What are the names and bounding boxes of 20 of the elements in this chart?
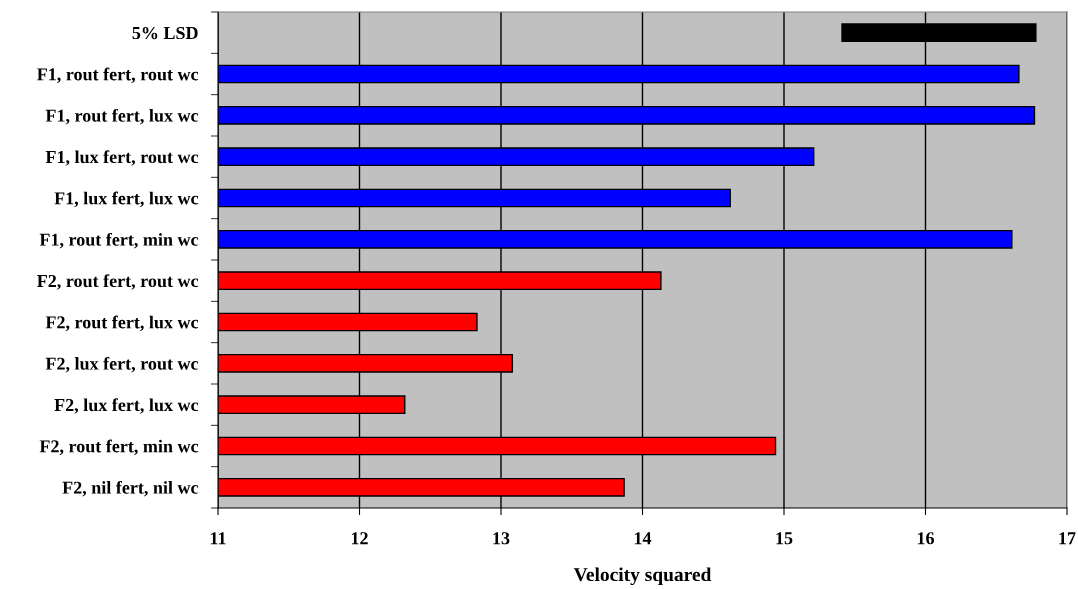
y-tick-label: F2, lux fert, rout wc [45, 356, 199, 373]
x-tick-label: 17 [1059, 532, 1076, 545]
y-tick-label: F1, lux fert, lux wc [54, 191, 199, 208]
y-tick-label: F2, rout fert, rout wc [37, 274, 199, 290]
y-tick-label: F1, rout fert, rout wc [37, 67, 199, 84]
y-tick-label: F2, rout fert, min wc [39, 439, 199, 456]
x-axis-title: Velocity squared [573, 567, 712, 586]
x-tick-label: 11 [210, 532, 226, 545]
y-tick-label: 5% LSD [132, 26, 198, 40]
y-tick-label: F2, rout fert, lux wc [45, 315, 199, 332]
x-tick-label: 12 [351, 532, 368, 545]
x-tick-label: 16 [917, 532, 934, 545]
x-tick-label: 13 [493, 532, 510, 545]
y-tick-label: F1, rout fert, lux wc [45, 108, 199, 125]
x-tick-label: 15 [776, 532, 793, 545]
y-tick-label: F1, rout fert, min wc [39, 232, 199, 249]
y-tick-label: F2, nil fert, nil wc [62, 480, 199, 497]
y-tick-label: F2, lux fert, lux wc [54, 398, 199, 414]
y-tick-label: F1, lux fert, rout wc [45, 150, 199, 166]
x-tick-label: 14 [634, 532, 652, 545]
